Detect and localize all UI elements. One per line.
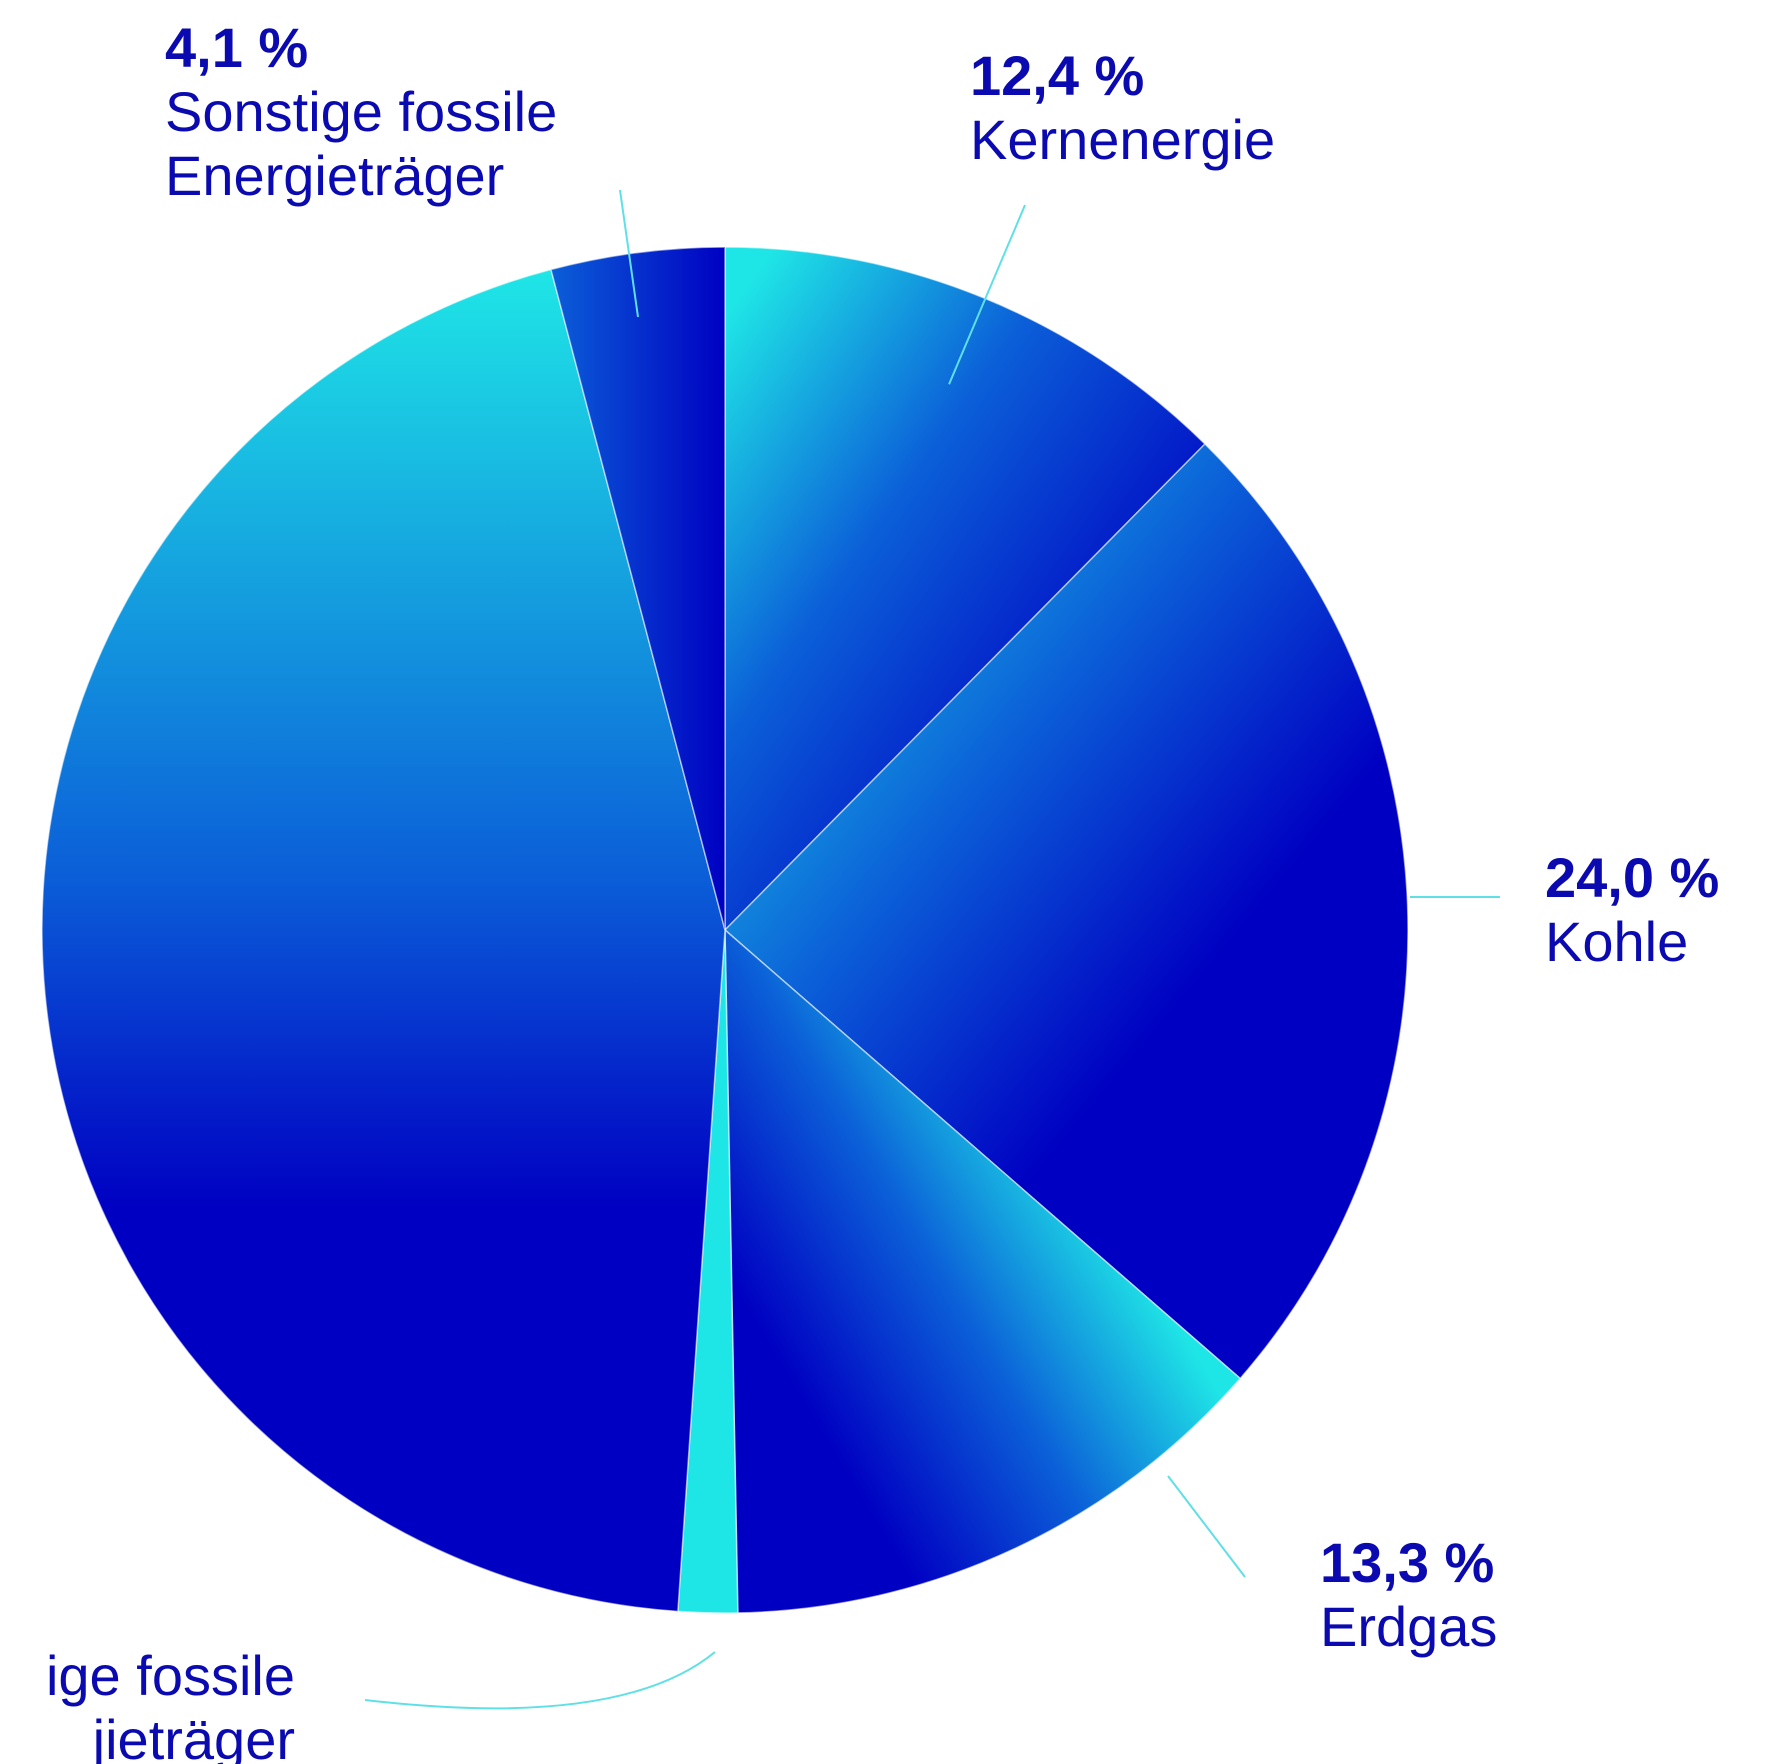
leader-line bbox=[619, 189, 639, 318]
slice-category-label: ige fossile bbox=[46, 1644, 295, 1707]
leader-line bbox=[948, 204, 1026, 385]
slice-category-label: jieträger bbox=[91, 1708, 295, 1764]
pie-slice bbox=[724, 928, 1242, 1614]
leader-lines bbox=[364, 189, 1500, 1710]
slice-value-label: 4,1 % bbox=[165, 16, 308, 79]
pie-slice bbox=[550, 246, 726, 931]
slice-value-label: 24,0 % bbox=[1545, 846, 1719, 909]
slice-value-label: 13,3 % bbox=[1320, 1531, 1494, 1594]
slice-category-label: Sonstige fossile bbox=[165, 80, 557, 143]
slice-category-label: Kernenergie bbox=[970, 108, 1275, 171]
leader-line bbox=[1167, 1475, 1246, 1578]
slice-category-label: Energieträger bbox=[165, 144, 504, 207]
pie-slice bbox=[724, 246, 1206, 932]
leader-line bbox=[364, 1651, 716, 1710]
slice-category-label: Erdgas bbox=[1320, 1595, 1497, 1658]
pie-slice bbox=[723, 442, 1409, 1380]
slice-value-label: 12,4 % bbox=[970, 44, 1144, 107]
slice-labels: 12,4 %Kernenergie 24,0 %Kohle 13,3 %Erdgas… bbox=[46, 16, 1719, 1764]
pie-slices bbox=[41, 246, 1409, 1614]
slice-category-label: Kohle bbox=[1545, 910, 1688, 973]
pie-slice bbox=[41, 268, 726, 1613]
